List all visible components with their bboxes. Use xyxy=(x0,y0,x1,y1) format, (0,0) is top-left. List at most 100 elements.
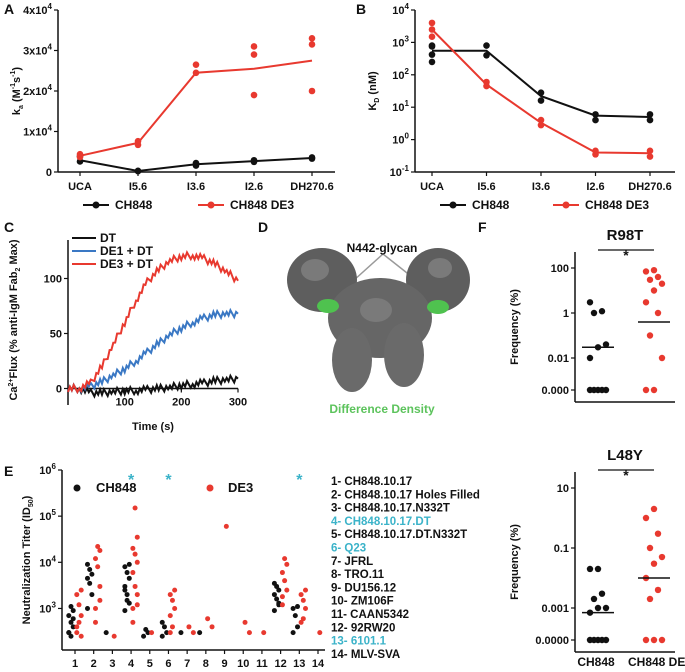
panel-f-top-point xyxy=(654,309,662,317)
panel-f-top-point xyxy=(650,386,658,394)
panel-e-legend-de3-label: DE3 xyxy=(228,480,253,495)
panel-a-point xyxy=(134,137,142,145)
panel-c-xtick-label: 100 xyxy=(115,397,133,409)
panel-c-xtick-label: 200 xyxy=(172,397,190,409)
panel-b-point xyxy=(537,121,545,129)
panel-f-top-point xyxy=(646,276,654,283)
panel-e-point xyxy=(282,556,288,562)
panel-c-xtick-label: 300 xyxy=(229,397,247,409)
panel-f-bottom-point xyxy=(642,514,650,522)
panel-e-point xyxy=(284,587,290,593)
panel-e-point xyxy=(167,630,173,636)
panel-e-key-item: 3- CH848.10.17.N332T xyxy=(331,503,450,515)
panel-e-point xyxy=(178,630,184,636)
panel-b-point xyxy=(483,51,490,59)
panel-e-point xyxy=(130,619,136,625)
panel-e-key-item: 13- 6101.1 xyxy=(331,636,387,648)
panel-f-bottom-point xyxy=(590,595,598,603)
panel-e-key-item: 2- CH848.10.17 Holes Filled xyxy=(331,489,480,501)
panel-b-point xyxy=(592,111,599,118)
panel-c-xlabel: Time (s) xyxy=(132,421,174,433)
panel-e-key-item: 10- ZM106F xyxy=(331,596,394,608)
panel-f-top-point xyxy=(586,299,594,306)
panel-e-point xyxy=(97,597,103,603)
panel-e-key-item: 11- CAAN5342 xyxy=(331,609,409,621)
panel-e-point xyxy=(279,570,285,576)
panel-f-top-point xyxy=(598,308,606,315)
panel-f-bottom-point xyxy=(650,636,658,644)
panel-b-point xyxy=(483,82,490,90)
panel-f-bottom-point xyxy=(654,586,662,594)
panel-a-point xyxy=(308,41,316,48)
panel-c-ylabel: Ca2+Flux (% anti-IgM Fab2 Max) xyxy=(8,239,22,400)
panel-e-point xyxy=(167,592,173,598)
panel-e-point xyxy=(74,592,80,598)
panel-e-point xyxy=(290,605,296,611)
panel-b-category-label: I2.6 xyxy=(586,181,604,193)
panel-f-top-point xyxy=(658,354,666,362)
panel-e-point xyxy=(282,578,288,584)
panel-e-point xyxy=(298,619,304,625)
panel-a-point xyxy=(308,154,316,161)
panel-b-point xyxy=(483,42,490,49)
density-stem-right xyxy=(384,323,424,387)
panel-e-xtick-label: 10 xyxy=(237,658,249,670)
panel-f-bottom-point xyxy=(642,636,650,644)
panel-e-point xyxy=(130,545,136,551)
panel-f-category-label: CH848 DE3 xyxy=(628,655,685,669)
panel-f-top-point xyxy=(586,354,594,362)
density-highlight-1 xyxy=(301,259,329,281)
panel-e-point xyxy=(271,592,277,598)
panel-a-point xyxy=(192,61,200,68)
panel-e-point xyxy=(132,505,138,511)
panel-e-point xyxy=(70,608,76,614)
panel-e-xtick-label: 8 xyxy=(203,658,209,670)
panel-e-point xyxy=(161,624,167,630)
panel-e-point xyxy=(78,633,84,639)
panel-e-point xyxy=(132,551,138,557)
panel-e-xtick-label: 11 xyxy=(256,658,268,670)
panel-a-point xyxy=(76,150,84,158)
panel-f-bottom-point xyxy=(598,590,606,597)
panel-e-key-item: 8- TRO.11 xyxy=(331,569,385,581)
panel-b-point xyxy=(646,147,654,155)
panel-e-point xyxy=(76,619,82,625)
panel-a-category-label: I3.6 xyxy=(187,181,205,193)
panel-e-point xyxy=(122,583,128,589)
panel-e-point xyxy=(84,575,90,581)
panel-f-bottom-point xyxy=(646,595,654,603)
panel-label-e: E xyxy=(4,463,13,479)
panel-e-point xyxy=(169,624,175,630)
panel-f-top-point xyxy=(590,386,598,394)
panel-a-point xyxy=(250,91,258,99)
panel-b-point xyxy=(646,111,654,118)
panel-e-point xyxy=(122,564,128,570)
panel-e-point xyxy=(68,619,74,625)
panel-f-top-ytick-label: 1 xyxy=(563,308,569,320)
panel-f-bottom-point xyxy=(646,544,654,552)
panel-e-point xyxy=(300,616,306,622)
panel-e-point xyxy=(190,630,196,636)
panel-b-legend-de3-marker xyxy=(562,201,570,209)
panel-c-ytick-label: 100 xyxy=(44,274,62,286)
panel-e-point xyxy=(124,597,130,603)
panel-e-point xyxy=(134,602,140,608)
panel-e-point xyxy=(197,630,203,636)
panel-e-point xyxy=(271,608,277,614)
panel-f-top-point xyxy=(598,386,606,394)
panel-f-bottom-ytick-label: 0.001 xyxy=(541,603,569,615)
panel-b-category-label: I5.6 xyxy=(477,181,495,193)
panel-e-xtick-label: 4 xyxy=(128,658,135,670)
panel-e-point xyxy=(274,596,280,602)
panel-label-c: C xyxy=(4,219,14,235)
panel-b-mean-line-0 xyxy=(432,49,651,118)
panel-e-point xyxy=(78,613,84,619)
density-stem-left xyxy=(332,328,372,392)
panel-a-point xyxy=(308,35,316,42)
glycan-label: N442-glycan xyxy=(347,241,418,255)
panel-e-point xyxy=(87,566,93,572)
panel-a-category-label: UCA xyxy=(68,181,92,193)
panel-label-a: A xyxy=(4,1,14,17)
panel-e-significance-star: * xyxy=(165,472,172,489)
panel-f-top-ylabel: Frequency (%) xyxy=(509,289,521,365)
